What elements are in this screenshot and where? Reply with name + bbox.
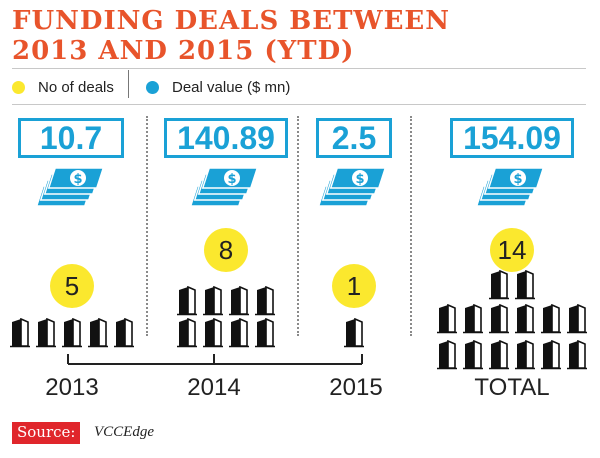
building-icon (515, 304, 535, 334)
building-icon (489, 270, 509, 300)
category-label: 2013 (45, 374, 99, 401)
deal-value-label: 140.89 (164, 118, 288, 158)
legend-item-value: Deal value ($ mn) (146, 74, 290, 100)
building-icon (437, 304, 457, 334)
svg-text:$: $ (513, 172, 522, 187)
building-icon (10, 318, 30, 348)
legend-divider (12, 104, 586, 105)
title-divider (12, 68, 586, 69)
building-icon (177, 318, 197, 348)
building-icon (567, 304, 587, 334)
building-icon (515, 270, 535, 300)
category-label: 2015 (329, 374, 383, 401)
building-icon (344, 318, 364, 348)
money-stack-icon: $ (35, 167, 105, 207)
source-label: Source: (12, 422, 81, 444)
deal-value-label: 10.7 (18, 118, 124, 158)
category-label: 2014 (187, 374, 241, 401)
svg-text:$: $ (227, 172, 236, 187)
deal-value-label: 154.09 (450, 118, 574, 158)
building-icon (463, 340, 483, 370)
legend-separator (128, 70, 129, 98)
deal-count-label: 14 (490, 228, 534, 272)
legend-label-value: Deal value ($ mn) (172, 78, 291, 96)
chart-title-line-1: FUNDING DEALS BETWEEN (12, 6, 451, 36)
building-icon (229, 286, 249, 316)
building-icon (88, 318, 108, 348)
building-icon (255, 318, 275, 348)
legend-label-deals: No of deals (38, 78, 114, 96)
column-separator (297, 116, 299, 336)
deal-count-label: 1 (332, 264, 376, 308)
money-stack-icon: $ (189, 167, 259, 207)
svg-text:$: $ (355, 172, 364, 187)
building-icon (177, 286, 197, 316)
blue-dot-icon (146, 80, 159, 94)
building-icon (567, 340, 587, 370)
legend-item-deals: No of deals (12, 74, 114, 100)
deal-count-label: 5 (50, 264, 94, 308)
money-stack-icon: $ (475, 167, 545, 207)
category-label: TOTAL (474, 374, 550, 401)
chart-title-line-2: 2013 AND 2015 (YTD) (12, 36, 355, 66)
building-icon (489, 304, 509, 334)
building-icon (437, 340, 457, 370)
svg-text:$: $ (73, 172, 82, 187)
yellow-dot-icon (12, 80, 25, 94)
building-icon (541, 304, 561, 334)
building-icon (515, 340, 535, 370)
deal-count-label: 8 (204, 228, 248, 272)
deal-value-label: 2.5 (316, 118, 392, 158)
building-icon (203, 286, 223, 316)
source-name: VCCEdge (94, 424, 154, 440)
column-separator (410, 116, 412, 336)
building-icon (489, 340, 509, 370)
building-icon (541, 340, 561, 370)
building-icon (36, 318, 56, 348)
building-icon (229, 318, 249, 348)
building-icon (463, 304, 483, 334)
column-separator (146, 116, 148, 336)
money-stack-icon: $ (317, 167, 387, 207)
building-icon (203, 318, 223, 348)
year-timeline (67, 354, 363, 365)
building-icon (62, 318, 82, 348)
building-icon (114, 318, 134, 348)
building-icon (255, 286, 275, 316)
